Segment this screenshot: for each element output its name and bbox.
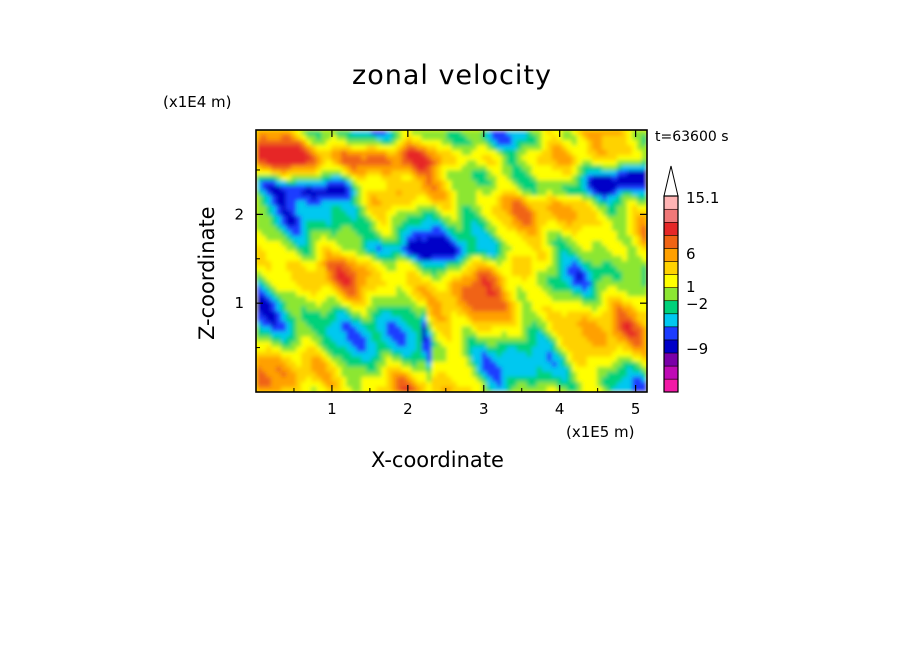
colorbar: 15.1 6 1−2 −9 bbox=[663, 165, 719, 393]
y-tick-label: 2 bbox=[234, 205, 244, 223]
colorbar-label: −2 bbox=[686, 295, 708, 313]
colorbar-segment bbox=[663, 274, 679, 288]
colorbar-label: −9 bbox=[686, 340, 708, 358]
colorbar-label: 6 bbox=[686, 245, 696, 263]
x-axis-label: X-coordinate bbox=[371, 448, 504, 472]
x-axis: 1 2 3 4 5 bbox=[293, 130, 641, 418]
x-tick-label: 5 bbox=[631, 400, 641, 418]
colorbar-segment bbox=[663, 195, 679, 210]
colorbar-segment bbox=[663, 365, 679, 380]
y-axis-unit: (x1E4 m) bbox=[163, 93, 232, 111]
x-tick-label: 3 bbox=[479, 400, 489, 418]
colorbar-segment bbox=[663, 326, 679, 341]
velocity-field bbox=[256, 130, 647, 392]
plot-frame bbox=[255, 129, 648, 393]
time-label: t=63600 s bbox=[655, 129, 729, 145]
colorbar-segment bbox=[663, 247, 679, 262]
colorbar-segment bbox=[663, 208, 679, 223]
colorbar-over-arrow bbox=[663, 165, 679, 197]
x-axis-unit: (x1E5 m) bbox=[566, 423, 635, 441]
chart-title: zonal velocity bbox=[352, 60, 552, 91]
colorbar-segment bbox=[663, 261, 679, 275]
colorbar-label: 15.1 bbox=[686, 189, 719, 207]
colorbar-segment bbox=[663, 313, 679, 328]
colorbar-frame bbox=[663, 195, 679, 393]
colorbar-segment bbox=[663, 287, 679, 302]
colorbar-label: 1 bbox=[686, 278, 696, 296]
colorbar-segment bbox=[663, 234, 679, 249]
colorbar-segment bbox=[663, 339, 679, 354]
x-tick-label: 2 bbox=[403, 400, 413, 418]
colorbar-segment bbox=[663, 300, 679, 315]
x-tick-label: 4 bbox=[555, 400, 565, 418]
y-axis: 12 bbox=[234, 169, 647, 349]
x-tick-label: 1 bbox=[327, 400, 337, 418]
colorbar-segment bbox=[663, 378, 679, 393]
colorbar-segment bbox=[663, 352, 679, 367]
y-tick-label: 1 bbox=[234, 294, 244, 312]
colorbar-segment bbox=[663, 221, 679, 236]
